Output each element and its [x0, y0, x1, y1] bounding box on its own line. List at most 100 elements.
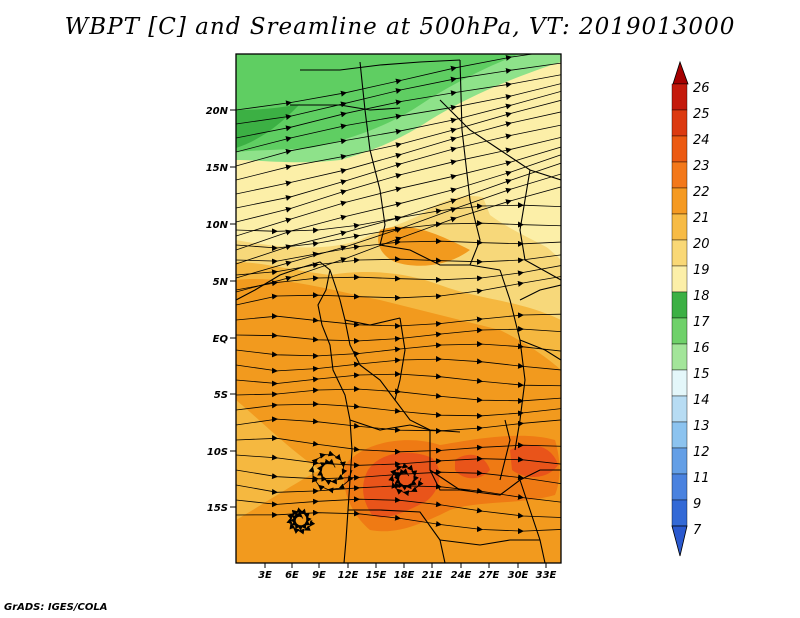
colorbar-segment [671, 317, 688, 345]
lon-tick: 18E [394, 563, 415, 581]
colorbar-label: 12 [693, 445, 710, 460]
lon-label: 24E [451, 570, 472, 581]
colorbar-segment [671, 265, 688, 293]
lon-label: 9E [312, 570, 326, 581]
colorbar-segment [671, 473, 688, 501]
streamline [236, 254, 561, 276]
lon-tick: 6E [285, 563, 299, 581]
lon-tick: 30E [508, 563, 529, 581]
streamline-layer [236, 54, 561, 535]
colorbar-label: 25 [693, 107, 710, 122]
colorbar-label: 26 [693, 81, 710, 96]
streamline [236, 385, 561, 404]
lat-tick: 10S [207, 447, 236, 458]
latitude-axis: 20N 15N 10N 5N EQ 5S 10S 15S [206, 106, 236, 514]
colorbar-label: 19 [693, 263, 710, 278]
colorbar-label: 9 [693, 497, 701, 512]
streamline [236, 312, 561, 329]
lon-tick: 3E [258, 563, 272, 581]
streamline [388, 462, 424, 497]
colorbar-label: 13 [693, 419, 710, 434]
colorbar-segment [671, 213, 688, 241]
streamline [236, 355, 561, 374]
colorbar-segment [671, 239, 688, 267]
streamline [236, 340, 561, 359]
lon-label: 33E [536, 570, 557, 581]
lon-label: 21E [422, 570, 443, 581]
border-zambia [429, 469, 561, 496]
lat-label: 20N [206, 106, 229, 117]
border-lake [499, 419, 511, 481]
border-sahara [439, 99, 561, 181]
lon-tick: 24E [451, 563, 472, 581]
streamline [308, 450, 354, 494]
lon-label: 27E [479, 570, 500, 581]
lon-label: 30E [508, 570, 529, 581]
lat-tick: 5S [214, 390, 236, 401]
lon-tick: 27E [479, 563, 500, 581]
border-namibia [348, 509, 446, 563]
colorbar-segment [671, 369, 688, 397]
country-borders [236, 59, 561, 563]
lon-tick: 9E [312, 563, 326, 581]
streamline [236, 276, 561, 306]
colorbar-label: 16 [693, 341, 710, 356]
colorbar-label: 17 [693, 315, 710, 330]
streamline [236, 370, 561, 388]
border-east-2 [519, 339, 561, 361]
colorbar-segment [671, 135, 688, 163]
colorbar-label: 22 [693, 185, 710, 200]
lat-label: 5S [214, 390, 228, 401]
lat-label: EQ [213, 334, 229, 345]
border-drc [344, 319, 396, 401]
lon-label: 3E [258, 570, 272, 581]
lon-tick: 33E [536, 563, 557, 581]
colorbar-label: 24 [693, 133, 710, 148]
border-north-2 [290, 104, 401, 111]
colorbar-label: 11 [693, 471, 710, 486]
border-angola [349, 419, 470, 491]
border-east-1 [499, 269, 526, 451]
colorbar-segment [671, 109, 688, 137]
border-south [439, 539, 540, 546]
lon-label: 15E [366, 570, 387, 581]
streamline [236, 325, 561, 344]
colorbar-label: 20 [693, 237, 710, 252]
lat-tick: 15N [206, 163, 236, 174]
lon-tick: 15E [366, 563, 387, 581]
colorbar: 26 25 24 23 22 21 20 19 18 17 16 15 14 1… [671, 60, 710, 557]
streamline [236, 400, 561, 419]
lat-tick: EQ [213, 334, 236, 345]
colorbar-segment [671, 499, 688, 527]
coastline-west [236, 261, 353, 563]
green-band-dark [236, 104, 300, 148]
lon-label: 12E [338, 570, 359, 581]
border-mozambique [519, 479, 546, 563]
colorbar-segment [671, 395, 688, 423]
map-plot-area [236, 54, 561, 563]
border-chad [359, 61, 386, 246]
colorbar-label: 7 [693, 523, 702, 538]
colorbar-segment [671, 187, 688, 215]
colorbar-segment [671, 421, 688, 449]
colorbar-top-cap [672, 60, 689, 85]
lat-label: 15S [207, 503, 228, 514]
colorbar-segment [671, 83, 688, 111]
border-north-1 [300, 59, 461, 71]
colorbar-label: 15 [693, 367, 710, 382]
lat-label: 15N [206, 163, 229, 174]
lat-label: 5N [213, 277, 229, 288]
lon-label: 6E [285, 570, 299, 581]
colorbar-bottom-cap [671, 525, 688, 557]
lon-label: 18E [394, 570, 415, 581]
streamline [236, 435, 561, 455]
colorbar-label: 14 [693, 393, 710, 408]
longitude-axis: 3E 6E 9E 12E 15E 18E 21E 24E 27E 30E 33E [258, 563, 557, 581]
border-car [379, 244, 501, 271]
lat-tick: 10N [206, 220, 236, 231]
streamline [286, 507, 316, 535]
colorbar-segment [671, 161, 688, 189]
border-sudan [459, 59, 481, 266]
streamline [236, 416, 561, 434]
colorbar-segment [671, 343, 688, 371]
